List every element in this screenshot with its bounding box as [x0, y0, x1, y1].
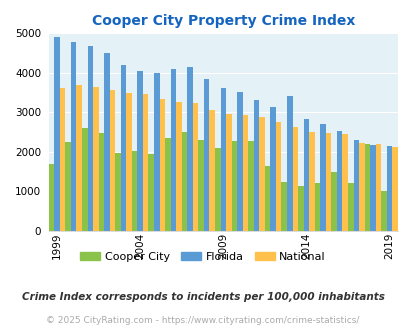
Bar — [126, 93, 132, 231]
Bar — [226, 114, 231, 231]
Bar — [320, 124, 325, 231]
Bar — [391, 148, 397, 231]
Bar — [314, 183, 320, 231]
Bar — [109, 90, 115, 231]
Text: © 2025 CityRating.com - https://www.cityrating.com/crime-statistics/: © 2025 CityRating.com - https://www.city… — [46, 316, 359, 325]
Bar — [82, 128, 87, 231]
Bar — [132, 151, 137, 231]
Bar — [242, 115, 247, 231]
Bar — [270, 108, 275, 231]
Bar — [203, 79, 209, 231]
Bar — [330, 172, 336, 231]
Bar — [292, 127, 297, 231]
Bar — [286, 96, 292, 231]
Bar — [220, 88, 226, 231]
Bar — [65, 142, 71, 231]
Bar — [104, 53, 109, 231]
Text: Crime Index corresponds to incidents per 100,000 inhabitants: Crime Index corresponds to incidents per… — [21, 292, 384, 302]
Bar — [364, 144, 369, 231]
Bar — [303, 119, 309, 231]
Bar — [54, 37, 60, 231]
Bar — [181, 132, 187, 231]
Bar — [281, 182, 286, 231]
Bar — [336, 131, 341, 231]
Title: Cooper City Property Crime Index: Cooper City Property Crime Index — [92, 14, 354, 28]
Bar — [137, 71, 143, 231]
Bar — [380, 191, 386, 231]
Bar — [369, 145, 375, 231]
Bar — [209, 110, 215, 231]
Bar — [259, 117, 264, 231]
Bar — [60, 88, 65, 231]
Bar — [76, 85, 82, 231]
Bar — [297, 186, 303, 231]
Bar — [347, 183, 353, 231]
Bar — [358, 143, 364, 231]
Bar — [237, 92, 242, 231]
Bar — [253, 100, 259, 231]
Bar — [341, 134, 347, 231]
Bar — [87, 46, 93, 231]
Bar — [325, 133, 330, 231]
Bar — [170, 69, 176, 231]
Bar — [98, 133, 104, 231]
Bar — [153, 73, 159, 231]
Bar — [120, 65, 126, 231]
Bar — [148, 154, 153, 231]
Bar — [192, 104, 198, 231]
Bar — [187, 67, 192, 231]
Bar — [375, 144, 380, 231]
Bar — [353, 140, 358, 231]
Bar — [247, 141, 253, 231]
Bar — [275, 122, 281, 231]
Bar — [159, 99, 165, 231]
Bar — [143, 94, 148, 231]
Bar — [198, 140, 203, 231]
Legend: Cooper City, Florida, National: Cooper City, Florida, National — [76, 248, 329, 267]
Bar — [309, 132, 314, 231]
Bar — [231, 141, 237, 231]
Bar — [71, 42, 76, 231]
Bar — [165, 138, 170, 231]
Bar — [264, 166, 270, 231]
Bar — [215, 148, 220, 231]
Bar — [176, 102, 181, 231]
Bar — [115, 152, 120, 231]
Bar — [386, 146, 391, 231]
Bar — [93, 87, 98, 231]
Bar — [49, 164, 54, 231]
